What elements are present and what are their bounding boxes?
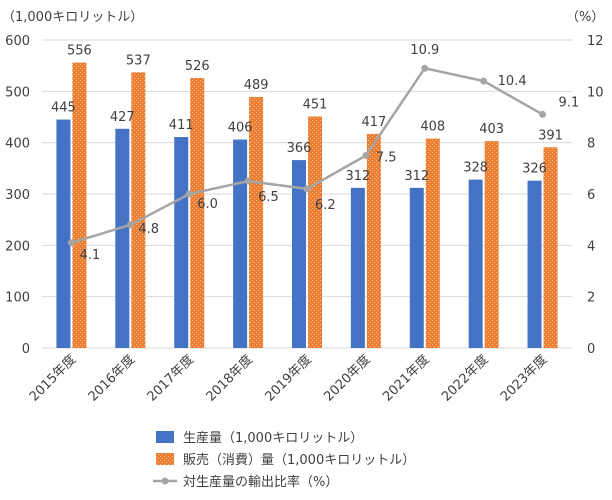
export-ratio-label: 4.8 [138,222,159,237]
sales-bar [484,141,499,348]
production-value-label: 411 [169,118,194,133]
sales-bar [366,133,381,348]
data-labels: 445 427 411 406 366 312 312 328 326 556 537 526 489 4… [51,43,579,263]
category-axis: 2015年度 2016年度 2017年度 2018年度 2019年度 2020年度 2021… [26,352,550,405]
production-bar [115,128,130,348]
left-tick-label: 0 [22,342,30,357]
export-ratio-label: 9.1 [559,95,580,110]
export-ratio-label: 6.5 [258,190,279,205]
category-label: 2023年度 [497,352,550,405]
production-bar [174,137,189,348]
sales-value-label: 408 [420,120,445,135]
bar-series [56,62,558,348]
production-value-label: 328 [463,161,488,176]
left-tick-label: 300 [5,188,30,203]
export-ratio-point [539,110,547,118]
export-ratio-point [126,221,134,229]
production-value-label: 406 [228,121,253,136]
export-ratio-label: 4.1 [79,248,100,263]
production-value-label: 312 [345,169,370,184]
production-bar [292,160,306,348]
production-value-label: 445 [51,101,76,116]
sales-bar [190,77,205,348]
export-ratio-label: 6.2 [315,198,336,213]
legend-label: 対生産量の輸出比率（%） [183,474,338,490]
sales-value-label: 451 [303,97,328,112]
right-tick-label: 0 [587,342,595,357]
production-bar [409,187,424,348]
export-ratio-label: 10.4 [498,74,527,89]
export-ratio-point [185,190,193,198]
sales-value-label: 489 [244,78,269,93]
right-tick-label: 12 [587,34,604,49]
sales-value-label: 391 [538,128,563,143]
sales-value-label: 537 [126,53,151,68]
right-tick-label: 4 [587,239,595,254]
legend-swatch [156,431,174,443]
category-label: 2020年度 [321,352,374,405]
category-label: 2018年度 [203,352,256,405]
left-tick-label: 100 [5,291,30,306]
sales-value-label: 526 [185,59,210,74]
category-label: 2015年度 [26,352,79,405]
gridlines [42,39,572,349]
export-ratio-point [67,239,75,247]
category-label: 2017年度 [144,352,197,405]
production-bar [233,139,248,348]
export-ratio-label: 6.0 [197,197,218,212]
export-ratio-label: 10.9 [410,43,439,58]
sales-bar [543,147,558,348]
production-value-label: 312 [404,169,429,184]
sales-bar [249,96,264,348]
legend-label: 生産量（1,000キロリットル） [183,430,363,446]
right-axis-unit: （%） [566,10,604,25]
left-tick-label: 500 [5,85,30,100]
sales-bar [425,138,440,348]
production-value-label: 366 [287,141,312,156]
right-tick-label: 10 [587,85,604,100]
sales-value-label: 556 [67,44,92,59]
production-bar [468,179,483,348]
production-bar [527,180,542,348]
legend-marker [161,477,169,485]
sales-value-label: 403 [479,122,504,137]
export-ratio-point [421,64,429,72]
category-label: 2016年度 [85,352,138,405]
right-tick-label: 8 [587,137,595,152]
right-axis: 0 2 4 6 8 10 12 [587,34,604,357]
sales-value-label: 417 [361,115,386,130]
export-ratio-point [362,152,370,159]
legend: 生産量（1,000キロリットル） 販売（消費）量（1,000キロリットル） 対生産量… [153,430,415,490]
category-label: 2021年度 [380,352,433,405]
legend-swatch [156,453,174,465]
export-ratio-point [303,185,311,193]
left-axis-unit: （1,000キロリットル） [2,10,143,25]
category-label: 2022年度 [438,352,491,405]
export-ratio-point [244,177,252,185]
right-tick-label: 2 [587,291,595,306]
line-series [67,64,547,247]
production-bar [350,187,365,348]
left-tick-label: 400 [5,137,30,152]
left-tick-label: 200 [5,239,30,254]
export-ratio-point [480,77,488,85]
production-value-label: 326 [522,162,547,177]
legend-label: 販売（消費）量（1,000キロリットル） [183,452,415,468]
right-tick-label: 6 [587,188,595,203]
sales-bar [72,62,87,348]
production-bar [56,119,71,348]
export-ratio-label: 7.5 [376,151,397,166]
production-value-label: 427 [110,110,135,125]
category-label: 2019年度 [262,352,315,405]
left-axis: 0 100 200 300 400 500 600 [5,34,30,357]
left-tick-label: 600 [5,34,30,49]
sales-bar [308,116,322,348]
sales-bar [131,72,146,348]
